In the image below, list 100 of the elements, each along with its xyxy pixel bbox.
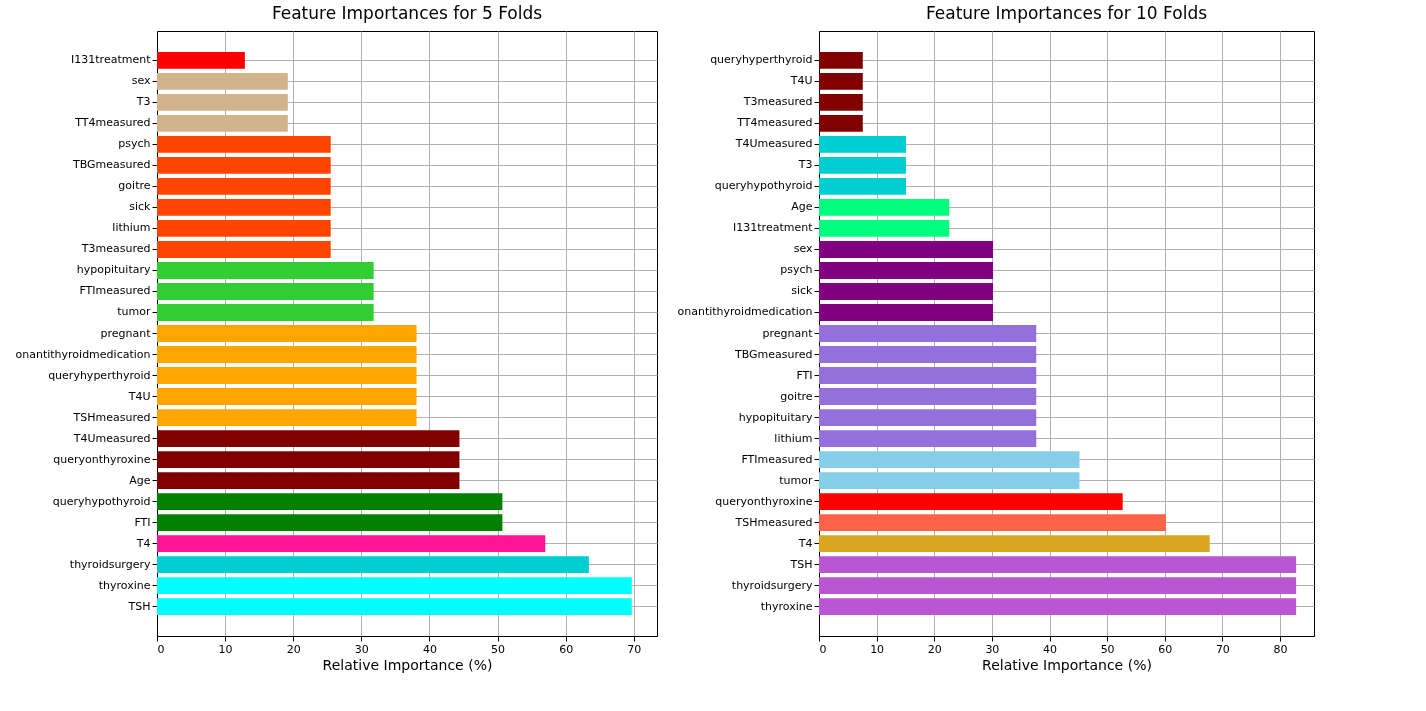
- bar: [819, 220, 950, 237]
- bar: [157, 73, 288, 90]
- bar: [157, 556, 589, 573]
- bar: [157, 157, 331, 174]
- y-tick-label: tumor: [779, 473, 813, 487]
- y-tick-label: sick: [791, 284, 814, 298]
- y-tick-label: TBGmeasured: [733, 347, 813, 361]
- bar: [157, 262, 374, 279]
- bar: [819, 115, 863, 132]
- x-tick-label: 60: [559, 642, 574, 656]
- y-tick-label: tumor: [117, 305, 151, 319]
- y-tick-label: FTI: [796, 368, 813, 382]
- y-tick-label: T4U: [127, 389, 151, 403]
- chart-title: Feature Importances for 10 Folds: [925, 3, 1208, 23]
- bar: [157, 514, 503, 531]
- y-tick-label: T4Umeasured: [734, 137, 813, 151]
- y-tick-label: TBGmeasured: [71, 158, 151, 172]
- bar: [819, 430, 1037, 447]
- bar: [819, 73, 863, 90]
- x-tick-label: 40: [1043, 642, 1057, 656]
- x-axis-title: Relative Importance (%): [982, 656, 1152, 673]
- bar: [157, 136, 331, 153]
- y-tick-label: queryhypothyroid: [52, 494, 151, 508]
- bar: [819, 241, 994, 258]
- bar: [157, 115, 288, 132]
- y-tick-label: goitre: [780, 389, 813, 403]
- bar: [819, 178, 907, 195]
- y-tick-label: TT4measured: [736, 116, 813, 130]
- bar: [157, 598, 632, 615]
- bar: [819, 199, 950, 216]
- x-tick-label: 0: [157, 642, 165, 656]
- x-tick-label: 20: [286, 642, 301, 656]
- bar: [819, 325, 1037, 342]
- bar: [819, 493, 1123, 510]
- y-tick-label: queryhyperthyroid: [48, 368, 151, 382]
- bar: [819, 514, 1166, 531]
- y-tick-label: onantithyroidmedication: [677, 305, 813, 319]
- x-tick-label: 50: [1100, 642, 1115, 656]
- y-tick-label: FTImeasured: [79, 284, 151, 298]
- chart-title: Feature Importances for 5 Folds: [271, 3, 543, 23]
- y-tick-label: sex: [793, 242, 813, 256]
- y-tick-label: TSH: [789, 557, 813, 571]
- bar: [819, 577, 1297, 594]
- y-tick-label: thyroidsurgery: [731, 578, 813, 592]
- y-tick-label: T3measured: [742, 95, 813, 109]
- bar: [819, 283, 994, 300]
- x-tick-label: 60: [1158, 642, 1173, 656]
- y-tick-label: Age: [129, 473, 151, 487]
- bar: [157, 493, 503, 510]
- y-tick-label: goitre: [118, 179, 151, 193]
- bar: [157, 577, 632, 594]
- x-tick-label: 70: [627, 642, 642, 656]
- y-tick-label: TSH: [127, 599, 151, 613]
- y-tick-label: psych: [118, 137, 151, 151]
- bar: [157, 94, 288, 111]
- y-tick-label: TSHmeasured: [72, 410, 151, 424]
- y-tick-label: T3measured: [80, 242, 151, 256]
- bar: [819, 157, 907, 174]
- y-tick-label: queryhypothyroid: [714, 179, 813, 193]
- bar: [157, 409, 417, 426]
- bar: [157, 304, 374, 321]
- bar: [819, 598, 1297, 615]
- bar: [819, 94, 863, 111]
- y-tick-label: T3: [797, 158, 813, 172]
- bar: [819, 52, 863, 69]
- y-tick-label: T4U: [789, 74, 813, 88]
- y-tick-label: sick: [129, 200, 152, 214]
- y-tick-label: pregnant: [762, 326, 814, 340]
- bar: [157, 220, 331, 237]
- bar: [819, 535, 1210, 552]
- bar: [157, 199, 331, 216]
- bar: [819, 367, 1037, 384]
- bar: [819, 409, 1037, 426]
- bar: [157, 367, 417, 384]
- bar: [819, 556, 1297, 573]
- x-tick-label: 20: [927, 642, 942, 656]
- y-tick-label: T4: [135, 536, 151, 550]
- bar: [819, 451, 1080, 468]
- y-tick-label: TSHmeasured: [734, 515, 813, 529]
- bar: [157, 241, 331, 258]
- bar: [819, 472, 1080, 489]
- bar: [157, 535, 546, 552]
- bar: [157, 283, 374, 300]
- y-tick-label: queryhyperthyroid: [710, 53, 813, 67]
- y-tick-label: hypopituitary: [76, 263, 151, 277]
- y-tick-label: thyroidsurgery: [69, 557, 151, 571]
- y-tick-label: onantithyroidmedication: [15, 347, 151, 361]
- y-tick-label: queryonthyroxine: [53, 452, 151, 466]
- bar: [819, 304, 994, 321]
- bar: [157, 325, 417, 342]
- bar: [157, 52, 245, 69]
- y-tick-label: I131treatment: [71, 53, 152, 67]
- x-tick-label: 40: [422, 642, 437, 656]
- y-tick-label: TT4measured: [74, 116, 151, 130]
- bar: [819, 388, 1037, 405]
- x-tick-label: 10: [870, 642, 885, 656]
- bar: [157, 388, 417, 405]
- y-tick-label: I131treatment: [733, 221, 814, 235]
- y-tick-label: psych: [780, 263, 813, 277]
- x-tick-label: 30: [354, 642, 369, 656]
